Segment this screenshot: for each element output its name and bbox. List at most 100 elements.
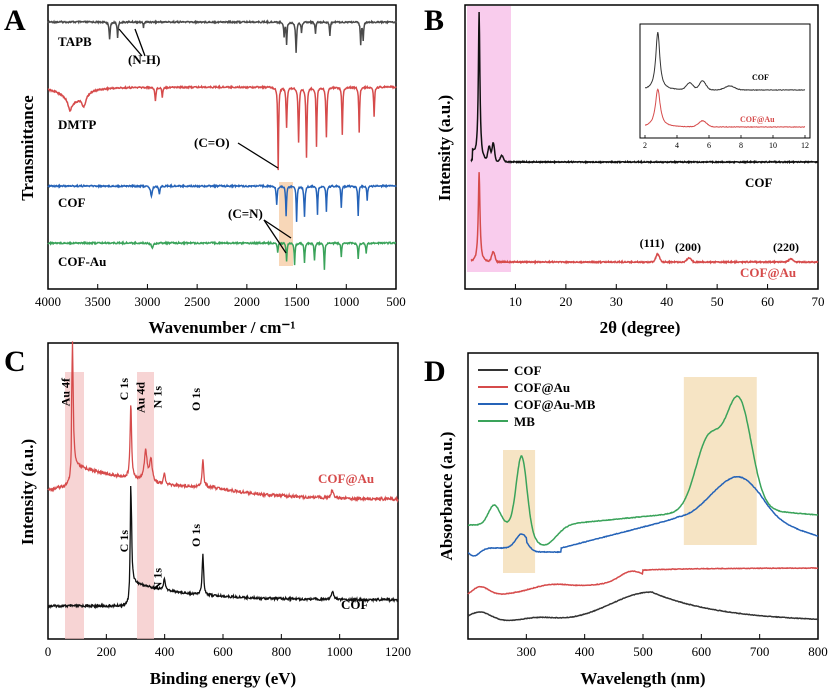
y-axis-title-d: Absorbance (a.u.): [437, 432, 456, 561]
x-axis-b-tick-label: 70: [812, 294, 825, 309]
inset-tick-label: 6: [707, 141, 711, 150]
panel-letter-d: D: [424, 355, 446, 388]
panel-d: D 300 400 500 600 700 800 COF COF@Au COF@Au-MB M…: [424, 352, 828, 688]
legend-label-3: MB: [514, 414, 535, 429]
series-line-dmtp: [47, 84, 397, 171]
x-axis-d-tick-label: 700: [750, 644, 770, 659]
x-axis-c-tick-label: 400: [155, 644, 175, 659]
x-axis-d-tick-label: 800: [808, 644, 828, 659]
cof-peak-label: O 1s: [189, 524, 203, 547]
peak-label-n-1s: N 1s: [150, 386, 164, 409]
inset-line-cof-au: [645, 88, 806, 129]
panel-a: A 4000 3500 3000 2500 2000 1500 1000 500 TAPB D…: [4, 4, 406, 337]
x-axis-a-tick-label: 2500: [184, 294, 210, 309]
cof-peak-label: N 1s: [150, 568, 164, 591]
x-axis-d-tick-label: 500: [633, 644, 653, 659]
arrow-co: [237, 142, 279, 169]
y-axis-title-a: Transmittance: [18, 95, 37, 201]
inset-tick-label: 12: [801, 141, 809, 150]
x-axis-a-tick-label: 4000: [35, 294, 61, 309]
x-axis-c-tick-label: 800: [272, 644, 292, 659]
arrow-cn-1: [263, 219, 287, 254]
x-axis-d-tick-label: 400: [575, 644, 595, 659]
inset-label-cof: COF: [752, 73, 769, 82]
x-axis-title-b: 2θ (degree): [600, 318, 681, 337]
x-axis-b-tick-label: 20: [559, 294, 572, 309]
annotation-nh: (N-H): [128, 52, 161, 67]
peak-label-200: (200): [675, 240, 701, 254]
series-label-cof-b: COF: [745, 175, 773, 190]
series-line-cof-au: [47, 240, 396, 270]
x-axis-b-tick-label: 40: [660, 294, 673, 309]
panel-b: B 10 20 30 40 50 60 70 2 4 6 8 10 12 COF COF@Au COF…: [424, 4, 825, 337]
cof-peak-label: C 1s: [117, 530, 131, 553]
series-line-cof-at-au-mb: [468, 475, 819, 557]
peak-label-au-4f: Au 4f: [59, 377, 73, 406]
panel-letter-b: B: [424, 4, 444, 37]
peak-label-220: (220): [773, 240, 799, 254]
x-axis-c-tick-label: 0: [45, 644, 52, 659]
series-label-tapb: TAPB: [58, 34, 92, 49]
panel-letter-c: C: [4, 345, 26, 378]
series-line-cof-xps: [47, 485, 399, 610]
arrow-cn-2: [263, 219, 292, 239]
inset-line-cof: [645, 32, 806, 92]
x-axis-b-tick-label: 50: [711, 294, 724, 309]
x-axis-a-tick-label: 1500: [284, 294, 310, 309]
absorption-band-highlight: [683, 377, 757, 545]
x-axis-d-tick-label: 300: [517, 644, 537, 659]
inset-tick-label: 4: [675, 141, 679, 150]
arrow-nh-1: [118, 28, 143, 57]
low-angle-highlight: [467, 6, 511, 272]
series-label-cof-c: COF: [341, 597, 369, 612]
au4d-highlight: [137, 372, 154, 639]
inset-frame: [639, 23, 811, 139]
plot-frame-a: [47, 4, 397, 290]
series-line-cof-xrd: [470, 11, 819, 165]
legend-label-2: COF@Au-MB: [514, 397, 596, 412]
series-line-cof-at-au: [467, 566, 819, 596]
arrow-nh-2: [134, 28, 146, 57]
y-axis-title-c: Intensity (a.u.): [18, 439, 37, 545]
plot-frame-b: [464, 4, 819, 290]
y-axis-title-b: Intensity (a.u.): [435, 95, 454, 201]
inset-tick-label: 8: [739, 141, 743, 150]
inset-tick-label: 2: [643, 141, 647, 150]
panel-c: C 0 200 400 600 800 1000 1200 Au 4f C 1s Au 4d N …: [4, 341, 411, 688]
peak-label-c-1s: C 1s: [117, 378, 131, 401]
au4f-highlight: [65, 372, 84, 639]
series-label-cof: COF: [58, 195, 86, 210]
x-axis-b-tick-label: 60: [761, 294, 774, 309]
legend-label-0: COF: [514, 363, 542, 378]
x-axis-c-tick-label: 1000: [327, 644, 353, 659]
inset-tick-label: 10: [769, 141, 777, 150]
x-axis-title-a: Wavenumber / cm⁻¹: [149, 318, 296, 337]
peak-label-au-4d: Au 4d: [134, 382, 148, 413]
legend-label-1: COF@Au: [514, 380, 570, 395]
peak-label-111: (111): [640, 236, 665, 250]
series-label-cof-au: COF-Au: [58, 254, 106, 269]
x-axis-c-tick-label: 200: [97, 644, 117, 659]
annotation-cn: (C=N): [228, 206, 263, 221]
series-line-cof: [467, 591, 819, 622]
x-axis-a-tick-label: 500: [386, 294, 406, 309]
x-axis-c-tick-label: 600: [213, 644, 233, 659]
series-line-cof-au-xps: [47, 341, 399, 503]
plot-frame-c: [47, 342, 399, 640]
x-axis-d-tick-label: 600: [692, 644, 712, 659]
panel-letter-a: A: [4, 4, 26, 37]
inset-label-cof-au: COF@Au: [740, 115, 775, 124]
x-axis-a-tick-label: 2000: [234, 294, 260, 309]
series-line-tapb: [47, 19, 397, 53]
x-axis-title-c: Binding energy (eV): [150, 669, 296, 688]
x-axis-c-tick-label: 1200: [385, 644, 411, 659]
peak-label-o-1s: O 1s: [189, 388, 203, 411]
series-label-dmtp: DMTP: [58, 117, 96, 132]
x-axis-a-tick-label: 3500: [85, 294, 111, 309]
series-label-cof-au-c: COF@Au: [318, 471, 374, 486]
series-label-cof-au-b: COF@Au: [740, 265, 796, 280]
series-line-cof: [47, 183, 397, 222]
series-line-cof-au-xrd: [470, 172, 819, 265]
series-line-mb: [467, 395, 818, 546]
